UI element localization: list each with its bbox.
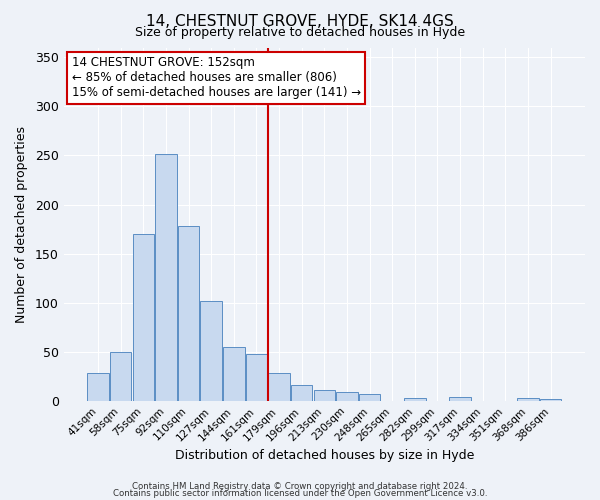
Bar (359, 394, 380, 401)
Text: Size of property relative to detached houses in Hyde: Size of property relative to detached ho… (135, 26, 465, 39)
Bar (540, 399, 562, 401)
Text: Contains HM Land Registry data © Crown copyright and database right 2024.: Contains HM Land Registry data © Crown c… (132, 482, 468, 491)
Bar (404, 398, 425, 401)
Bar (314, 390, 335, 401)
Bar (268, 374, 290, 401)
Bar (449, 397, 471, 401)
X-axis label: Distribution of detached houses by size in Hyde: Distribution of detached houses by size … (175, 450, 474, 462)
Text: 14, CHESTNUT GROVE, HYDE, SK14 4GS: 14, CHESTNUT GROVE, HYDE, SK14 4GS (146, 14, 454, 29)
Bar (88, 374, 109, 401)
Y-axis label: Number of detached properties: Number of detached properties (15, 126, 28, 322)
Bar (200, 300, 222, 401)
Text: 14 CHESTNUT GROVE: 152sqm
← 85% of detached houses are smaller (806)
15% of semi: 14 CHESTNUT GROVE: 152sqm ← 85% of detac… (71, 56, 361, 100)
Bar (223, 347, 245, 401)
Bar (517, 398, 539, 401)
Bar (155, 154, 177, 401)
Bar (178, 226, 199, 401)
Bar (133, 234, 154, 401)
Bar (246, 354, 267, 401)
Text: Contains public sector information licensed under the Open Government Licence v3: Contains public sector information licen… (113, 489, 487, 498)
Bar (291, 385, 313, 401)
Bar (110, 352, 131, 401)
Bar (336, 392, 358, 401)
